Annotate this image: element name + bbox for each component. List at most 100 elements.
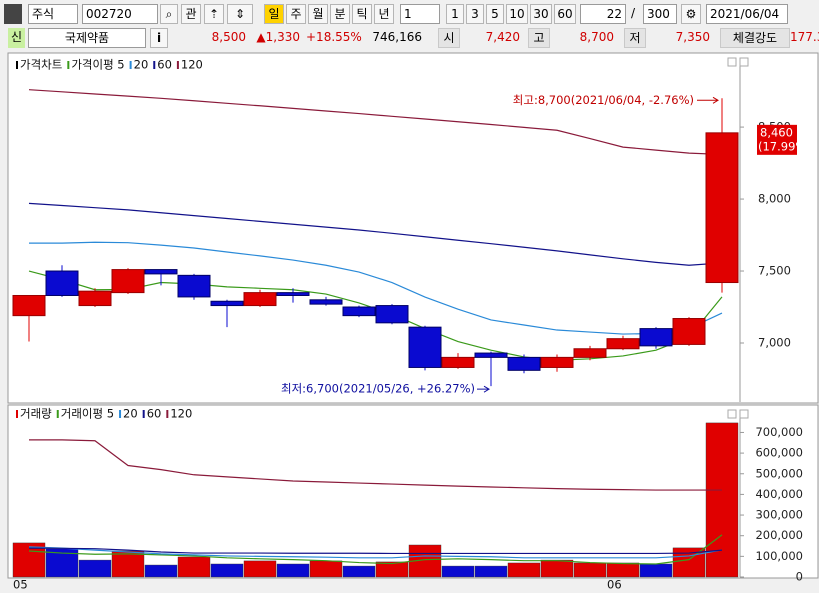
moving-average <box>29 241 723 335</box>
candle-body <box>540 356 574 368</box>
legend-label: 거래량 <box>20 407 52 421</box>
chart-area: 7,0007,5008,0008,5000506최고:8,700(2021/06… <box>7 52 819 592</box>
candle-body <box>276 292 310 296</box>
period-button[interactable]: 일 <box>264 4 284 24</box>
volume-bar <box>705 422 739 578</box>
flag: 신 <box>8 28 25 48</box>
stock-name: 국제약품 <box>28 28 146 48</box>
change: ▲1,330 <box>256 30 300 44</box>
interval-button[interactable]: 1 <box>446 4 464 24</box>
watch-button[interactable]: 관 <box>181 4 201 24</box>
code-input[interactable]: 002720 <box>82 4 158 24</box>
arrow <box>697 96 719 104</box>
last-change: (17.99%) <box>758 139 811 153</box>
legend-swatch <box>119 410 122 418</box>
open: 7,420 <box>485 30 520 44</box>
candle-body <box>342 306 376 317</box>
volume-bar <box>441 565 475 578</box>
y-tick-label: 600,000 <box>755 446 803 460</box>
y-tick-label: 200,000 <box>755 528 803 542</box>
interval-button[interactable]: 3 <box>466 4 484 24</box>
legend-label: 20 <box>134 58 149 72</box>
candle-body <box>111 269 145 294</box>
info-button[interactable]: i <box>150 28 168 48</box>
moving-average <box>28 547 723 555</box>
low-label: 저 <box>624 28 646 48</box>
volume-bar <box>639 563 673 578</box>
low: 7,350 <box>675 30 710 44</box>
panel-button[interactable] <box>727 57 737 67</box>
legend-label: 60 <box>157 58 172 72</box>
legend-swatch <box>16 61 18 69</box>
spin-button[interactable]: ⇕ <box>227 4 253 24</box>
x-tick-label: 05 <box>13 578 28 592</box>
volume-bar <box>573 562 607 578</box>
strength-label: 체결강도 <box>720 28 790 48</box>
y-tick-label: 0 <box>796 570 803 584</box>
max-input[interactable]: 300 <box>643 4 677 24</box>
candle-body <box>507 356 541 371</box>
panel-button[interactable] <box>739 57 749 67</box>
y-tick-label: 500,000 <box>755 466 803 480</box>
panel-button[interactable] <box>727 409 737 419</box>
slash: / <box>631 6 636 20</box>
candle-body <box>309 299 343 305</box>
moving-average <box>28 89 723 156</box>
panel-button[interactable] <box>739 409 749 419</box>
date-select[interactable]: 2021/06/04 <box>706 4 788 24</box>
volume-bar <box>606 562 640 578</box>
candle-body <box>408 326 442 368</box>
candle-body <box>672 318 706 345</box>
moving-average <box>28 534 723 565</box>
period-button[interactable]: 주 <box>286 4 306 24</box>
volume-bar <box>276 563 310 578</box>
interval-select[interactable]: 1 <box>400 4 440 24</box>
candle-body <box>474 352 508 358</box>
candle-body <box>441 356 475 368</box>
market-select[interactable]: 주식 <box>28 4 78 24</box>
high-annotation: 최고:8,700(2021/06/04, -2.76%) <box>513 93 694 107</box>
period-button[interactable]: 틱 <box>352 4 372 24</box>
candle-body <box>573 348 607 358</box>
y-tick-label: 300,000 <box>755 508 803 522</box>
volume-bar <box>210 563 244 578</box>
legend-swatch <box>56 410 59 418</box>
candle-body <box>243 292 277 307</box>
period-button[interactable]: 분 <box>330 4 350 24</box>
period-button[interactable]: 년 <box>374 4 394 24</box>
settings-button[interactable]: ⚙ <box>681 4 701 24</box>
volume-bar <box>507 562 541 578</box>
interval-button[interactable]: 10 <box>506 4 528 24</box>
candle-body <box>705 132 739 284</box>
legend-swatch <box>16 410 18 418</box>
search-button[interactable]: ⌕ <box>160 4 178 24</box>
period-button[interactable]: 월 <box>308 4 328 24</box>
volume-bar <box>474 565 508 578</box>
y-tick-label: 100,000 <box>755 549 803 563</box>
interval-button[interactable]: 5 <box>486 4 504 24</box>
legend-swatch <box>67 61 70 69</box>
y-tick-label: 400,000 <box>755 487 803 501</box>
volume-bar <box>243 560 277 578</box>
rate: +18.55% <box>306 30 362 44</box>
link-button[interactable]: ⇡ <box>204 4 224 24</box>
volume-bar <box>540 559 574 578</box>
candle-body <box>12 294 46 317</box>
price: 8,500 <box>211 30 246 44</box>
menu-icon[interactable] <box>4 4 22 24</box>
candle-body <box>375 305 409 324</box>
low-annotation: 최저:6,700(2021/05/26, +26.27%) <box>281 382 475 396</box>
candle-body <box>210 300 244 307</box>
open-label: 시 <box>438 28 460 48</box>
high: 8,700 <box>579 30 614 44</box>
interval-button[interactable]: 30 <box>530 4 552 24</box>
count-input[interactable]: 22 <box>580 4 626 24</box>
volume-bar <box>177 556 211 578</box>
candle-body <box>177 274 211 298</box>
legend-label: 60 <box>147 407 162 421</box>
interval-button[interactable]: 60 <box>554 4 576 24</box>
volume-bar <box>144 564 178 578</box>
legend-swatch <box>129 61 132 69</box>
arrow <box>477 385 490 393</box>
volume: 746,166 <box>372 30 422 44</box>
